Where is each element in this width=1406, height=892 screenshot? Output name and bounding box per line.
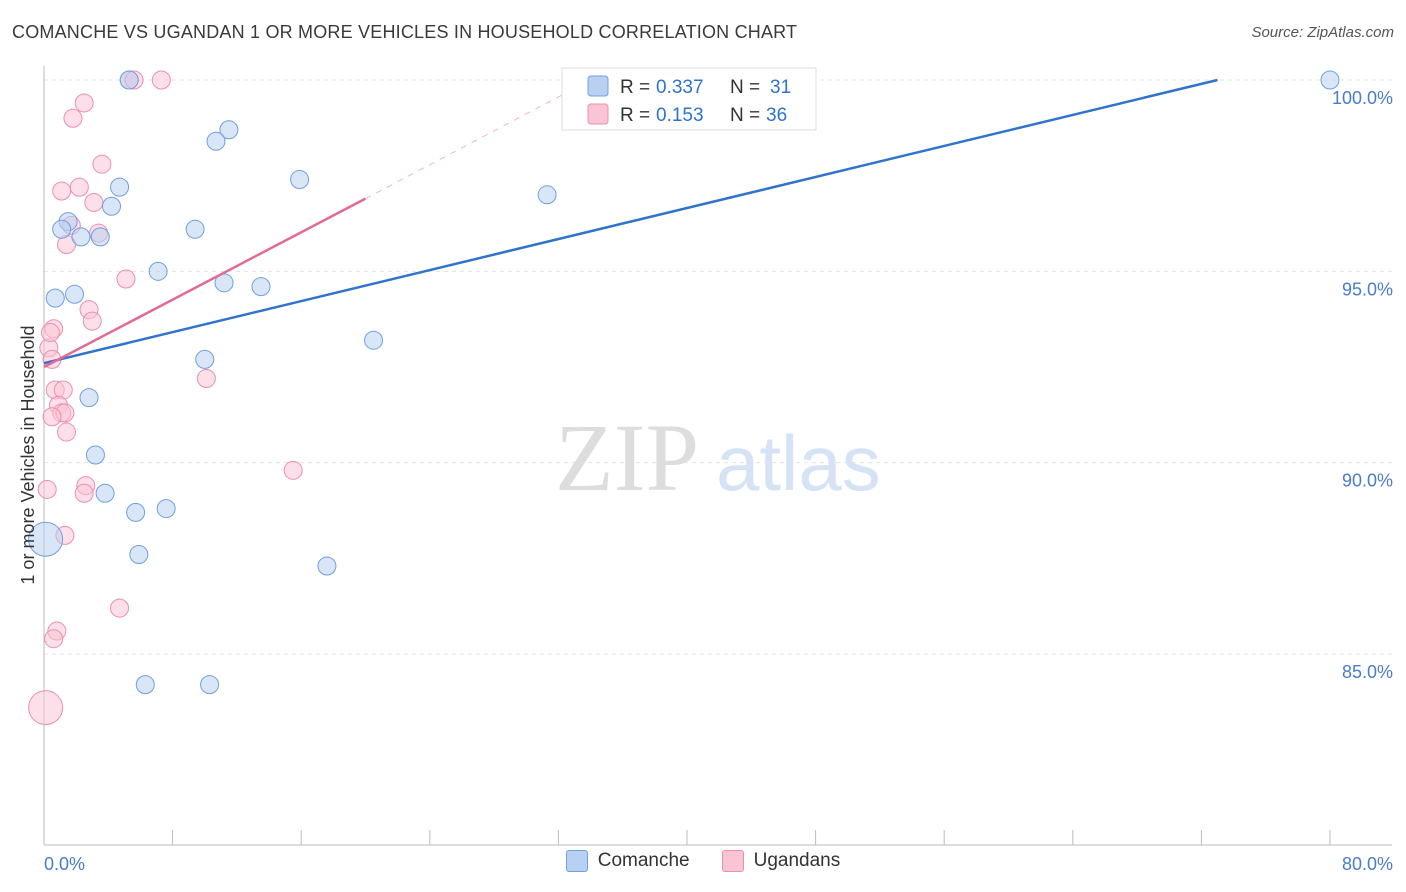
watermark: ZIP atlas	[555, 404, 881, 511]
legend-n-label-1: N =	[730, 77, 760, 98]
ugandans-point-25	[57, 422, 77, 442]
legend-n-value-2: 36	[766, 105, 787, 126]
legend-n-value-1: 31	[770, 77, 791, 98]
comanche-point-12	[90, 227, 110, 247]
series-legend: Comanche Ugandans	[0, 850, 1406, 872]
ugandans-point-14	[82, 311, 102, 331]
legend-label-comanche: Comanche	[597, 850, 690, 871]
comanche-point-2	[1320, 70, 1340, 90]
watermark-atlas: atlas	[716, 419, 881, 507]
comanche-point-3	[219, 120, 239, 140]
ugandans-point-24	[42, 407, 62, 427]
ugandans-point-28	[74, 483, 94, 503]
legend-swatch-comanche	[587, 75, 609, 97]
comanche-point-23	[95, 483, 115, 503]
comanche-point-4	[206, 131, 226, 151]
chart-title: COMANCHE VS UGANDAN 1 OR MORE VEHICLES I…	[12, 22, 798, 42]
trend-lines	[365, 79, 591, 200]
ugandans-point-2	[151, 70, 171, 90]
grid-lines	[44, 79, 1392, 655]
comanche-point-6	[110, 177, 130, 197]
comanche-point-8	[102, 196, 122, 216]
comanche-point-30	[28, 521, 64, 557]
comanche-point-21	[79, 388, 99, 408]
comanche-point-19	[364, 330, 384, 350]
stats-legend: R = 0.337 N = 31 R = 0.153 N = 36	[561, 67, 817, 131]
legend-item-ugandans: Ugandans	[721, 850, 841, 872]
comanche-point-27	[317, 556, 337, 576]
y-tick-labels: 100.0% 95.0% 90.0% 85.0%	[1332, 88, 1393, 682]
comanche-point-16	[251, 277, 271, 297]
comanche-point-7	[537, 185, 557, 205]
comanche-point-5	[290, 169, 310, 189]
legend-r-value-1: 0.337	[656, 77, 704, 98]
ugandans-point-8	[84, 192, 104, 212]
y-tick-label-1: 95.0%	[1342, 279, 1393, 299]
comanche-point-14	[148, 261, 168, 281]
trend-line-ugandans	[43, 197, 367, 369]
comanche-point-22	[85, 445, 105, 465]
comanche-point-26	[129, 545, 149, 565]
legend-r-label-1: R =	[620, 77, 650, 98]
comanche-point-10	[52, 219, 72, 239]
x-tick-labels: 0.0% 80.0%	[44, 854, 1393, 874]
ugandans-point-4	[63, 108, 83, 128]
ugandans-point-29	[37, 479, 57, 499]
ugandans-point-33	[44, 629, 64, 649]
comanche-point-11	[71, 227, 91, 247]
ugandans-point-31	[110, 598, 130, 618]
comanche-point-20	[195, 349, 215, 369]
ugandans-point-5	[92, 154, 112, 174]
comanche-point-25	[156, 499, 176, 519]
trend-line-comanche	[43, 78, 1218, 365]
ugandans-point-34	[28, 690, 64, 726]
legend-label-ugandans: Ugandans	[753, 850, 841, 871]
trend-extension-ugandans	[365, 79, 591, 200]
comanche-point-0	[119, 70, 139, 90]
ugandans-point-18	[196, 368, 216, 388]
legend-swatch-comanche-bottom	[565, 850, 588, 872]
comanche-point-24	[126, 502, 146, 522]
x-tick-label-0: 0.0%	[44, 854, 85, 874]
legend-swatch-ugandans	[587, 103, 609, 125]
data-points	[28, 70, 1340, 726]
ugandans-point-6	[52, 181, 72, 201]
comanche-point-28	[135, 675, 155, 695]
y-tick-label-2: 90.0%	[1342, 471, 1393, 491]
ugandans-point-3	[74, 93, 94, 113]
y-axis-label: 1 or more Vehicles in Household	[18, 325, 38, 584]
y-tick-label-3: 85.0%	[1342, 662, 1393, 682]
ugandans-point-12	[116, 269, 136, 289]
legend-r-value-2: 0.153	[656, 105, 704, 126]
comanche-point-17	[65, 284, 85, 304]
y-tick-label-0: 100.0%	[1332, 88, 1393, 108]
legend-n-label-2: N =	[730, 105, 760, 126]
ugandans-point-7	[69, 177, 89, 197]
comanche-point-18	[45, 288, 65, 308]
legend-r-label-2: R =	[620, 105, 650, 126]
comanche-point-29	[200, 675, 220, 695]
ugandans-point-35	[40, 323, 60, 343]
source-label: Source: ZipAtlas.com	[1251, 24, 1394, 41]
x-tick-label-1: 80.0%	[1342, 854, 1393, 874]
legend-swatch-ugandans-bottom	[721, 850, 744, 872]
ugandans-point-26	[283, 460, 303, 480]
legend-item-comanche: Comanche	[565, 850, 690, 872]
watermark-zip: ZIP	[555, 404, 699, 511]
comanche-point-13	[185, 219, 205, 239]
